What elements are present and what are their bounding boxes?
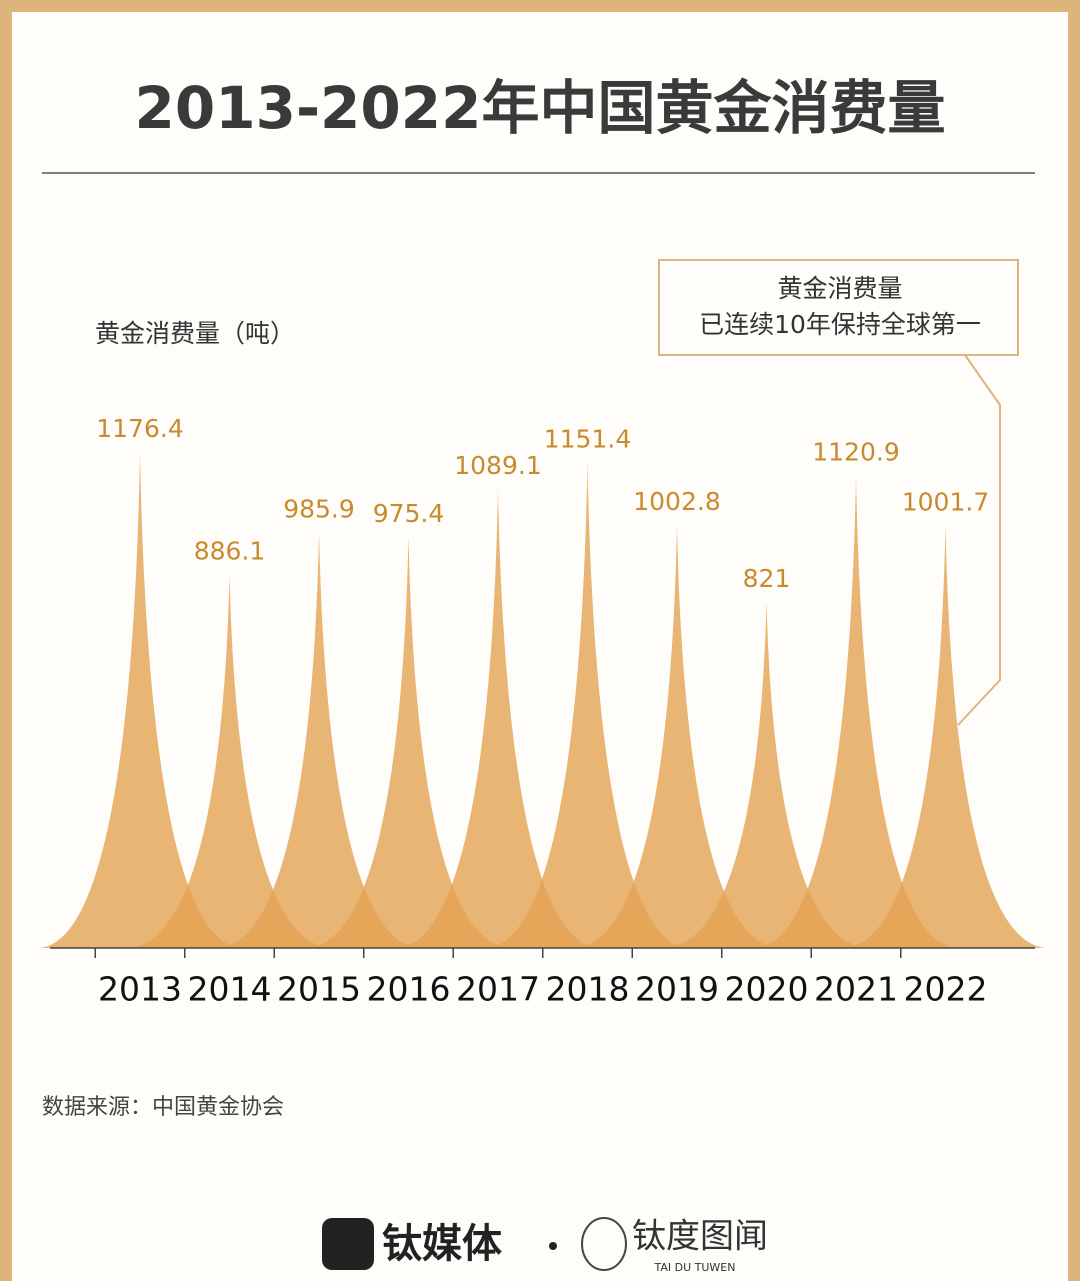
- value-label: 1089.1: [454, 451, 541, 480]
- spike: [487, 462, 688, 948]
- x-tick-label: 2013: [98, 970, 182, 1009]
- footer-brand: 钛媒体: [382, 1221, 502, 1267]
- value-label: 821: [743, 564, 791, 593]
- spike: [308, 536, 509, 948]
- value-label: 886.1: [194, 536, 266, 565]
- y-axis-label: 黄金消费量（吨）: [95, 319, 295, 348]
- spike: [577, 525, 777, 948]
- annotation-box: [658, 259, 1019, 356]
- x-tick-label: 2020: [725, 970, 809, 1009]
- footer-sub: TAI DU TUWEN: [654, 1261, 736, 1274]
- x-tick-label: 2019: [635, 970, 719, 1009]
- spike: [756, 475, 956, 948]
- x-tick-label: 2021: [814, 970, 898, 1009]
- x-tick-label: 2015: [277, 970, 361, 1009]
- x-tick-label: 2014: [188, 970, 272, 1009]
- value-label: 1176.4: [96, 414, 183, 443]
- annotation-leader: [957, 354, 1001, 726]
- x-tick-label: 2016: [367, 970, 451, 1009]
- spike: [666, 601, 867, 948]
- spike: [40, 452, 240, 948]
- spike: [845, 525, 1046, 948]
- x-tick-label: 2018: [546, 970, 630, 1009]
- value-label: 975.4: [373, 499, 445, 528]
- logo-icon: [322, 1218, 374, 1270]
- value-label: 1002.8: [633, 487, 720, 516]
- footer-brand: 钛度图闻: [632, 1217, 768, 1257]
- chart-title: 2013-2022年中国黄金消费量: [135, 74, 946, 142]
- x-tick-label: 2017: [456, 970, 540, 1009]
- logo-icon: [581, 1217, 627, 1271]
- annotation-line: 已连续10年保持全球第一: [699, 310, 981, 339]
- footer: 钛媒体 钛度图闻 TAI DU TUWEN: [322, 1217, 768, 1274]
- value-label: 1120.9: [812, 437, 899, 466]
- value-label: 1151.4: [544, 425, 631, 454]
- value-label: 1001.7: [902, 488, 989, 517]
- plot: [40, 452, 1046, 948]
- separator-dot: [549, 1242, 557, 1250]
- spike: [219, 532, 419, 948]
- spike: [129, 574, 330, 948]
- x-tick-label: 2022: [904, 970, 988, 1009]
- spike: [398, 488, 598, 948]
- annotation-line: 黄金消费量: [777, 274, 902, 303]
- source: 数据来源：中国黄金协会: [42, 1095, 284, 1120]
- value-label: 985.9: [283, 494, 355, 523]
